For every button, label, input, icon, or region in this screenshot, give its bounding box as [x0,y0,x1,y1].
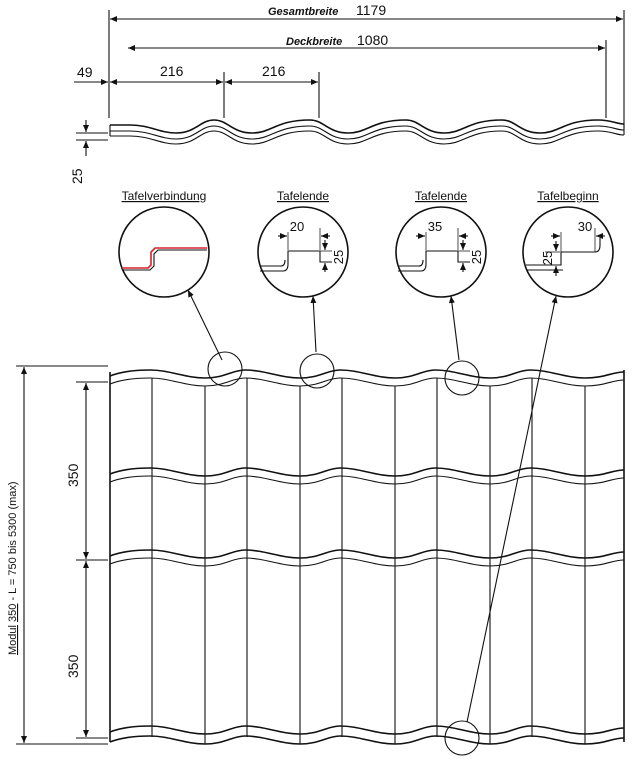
module-2-value: 350 [65,654,81,678]
detail-title: Tafelende [277,189,329,203]
detail-title: Tafelende [415,189,467,203]
callout-circle [444,720,480,756]
edge-offset-value: 49 [77,64,93,80]
panel-plan-view [109,351,625,756]
callout-circle [207,351,243,387]
detail-width-value: 35 [428,219,442,234]
wave-pitch-2-value: 216 [262,63,286,79]
top-dimensions: Gesamtbreite 1179 Deckbreite 1080 49 216… [74,2,625,128]
profile-section [109,119,625,145]
detail-title: Tafelverbindung [122,189,207,203]
panel-length-label: Modul 350 - L = 750 bis 5300 (max) [7,481,19,655]
detail-height-value: 25 [540,251,555,265]
detail-height-value: 25 [331,250,346,264]
detail-panel-end-1: Tafelende 20 25 [257,189,349,298]
wave-pitch-1-value: 216 [160,63,184,79]
cover-width-label: Deckbreite [286,36,342,48]
detail-panel-end-2: Tafelende 35 25 [395,189,487,298]
callout-circle [299,353,335,389]
module-1-value: 350 [65,463,81,487]
wave-lines [151,378,586,744]
detail-leaders [187,289,558,723]
profile-height-value: 25 [69,168,85,184]
detail-title: Tafelbeginn [537,189,598,203]
callout-circle [444,360,480,396]
detail-height-value: 25 [469,250,484,264]
overall-width-value: 1179 [356,2,386,18]
detail-width-value: 30 [578,219,592,234]
detail-width-value: 20 [290,219,304,234]
detail-panel-joint: Tafelverbindung [118,189,210,298]
overall-width-label: Gesamtbreite [268,6,338,18]
profile-height-dimension: 25 [69,120,108,184]
cover-width-value: 1080 [357,32,388,48]
side-dimensions: 350 350 Modul 350 - L = 750 bis 5300 (ma… [7,365,108,745]
detail-panel-start: Tafelbeginn 30 25 [522,189,614,298]
